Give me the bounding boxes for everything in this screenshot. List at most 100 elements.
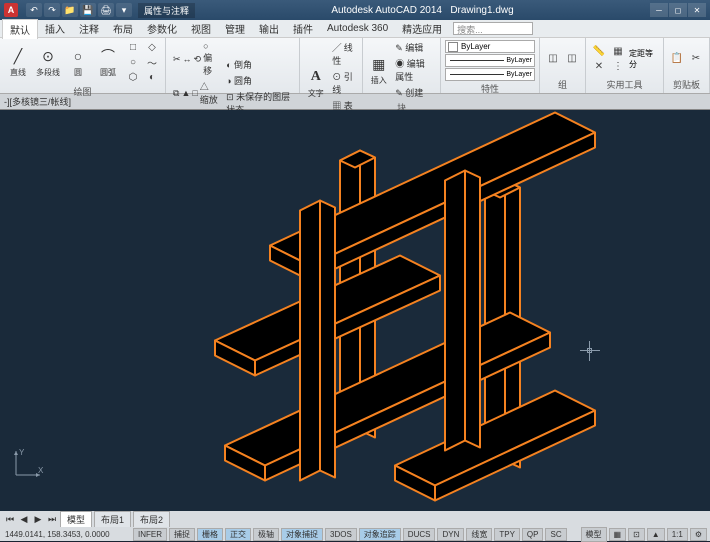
layout2-tab[interactable]: 布局2 xyxy=(133,511,170,528)
tab-plugins[interactable]: 插件 xyxy=(286,19,320,38)
minimize-button[interactable]: ─ xyxy=(650,3,668,17)
arc-button[interactable]: ⌒圆弧 xyxy=(94,43,122,81)
group-icon[interactable]: ◫ xyxy=(544,52,562,66)
fillet-button[interactable]: ◑ 圆角 xyxy=(223,73,295,88)
status-对象追踪[interactable]: 对象追踪 xyxy=(359,528,401,541)
status-对象捕捉[interactable]: 对象捕捉 xyxy=(281,528,323,541)
tab-nav-prev[interactable]: ◀ xyxy=(18,514,30,525)
poly-icon[interactable]: ◇ xyxy=(143,40,161,54)
qat-more[interactable]: ▾ xyxy=(116,3,132,17)
scale-button[interactable]: 1:1 xyxy=(667,528,688,541)
maximize-button[interactable]: ◻ xyxy=(669,3,687,17)
ribbon-tabs: 默认 插入 注释 布局 参数化 视图 管理 输出 插件 Autodesk 360… xyxy=(0,20,710,38)
crosshair-cursor xyxy=(580,341,600,361)
tab-annotate[interactable]: 注释 xyxy=(72,19,106,38)
svg-text:Y: Y xyxy=(19,448,25,457)
panel-utilities: 📏 ▦ ✕ ⋮ 定距等分 实用工具 xyxy=(586,38,664,93)
model-space-button[interactable]: 模型 xyxy=(581,527,607,542)
sel-icon[interactable]: ✕ xyxy=(590,59,608,73)
isometric-shelf-drawing xyxy=(0,110,710,511)
chamfer-button[interactable]: ◐ 倒角 xyxy=(223,57,295,72)
window-title: Autodesk AutoCAD 2014 Drawing1.dwg xyxy=(195,5,650,16)
close-button[interactable]: ✕ xyxy=(688,3,706,17)
status-bar: 1449.0141, 158.3453, 0.0000 INFER捕捉栅格正交极… xyxy=(0,527,710,541)
panel-modify: ✂↔⟲○ 偏移 ⧉▲□△ 缩放 ✕→↕◫ 阵列 ◐ 倒角 ◑ 圆角 ⊡ 未保存的… xyxy=(166,38,300,93)
hatch-icon[interactable]: ⬡ xyxy=(124,70,142,84)
insert-button[interactable]: ▦插入 xyxy=(367,51,390,89)
status-栅格[interactable]: 栅格 xyxy=(197,528,223,541)
panel-properties: ByLayer ByLayer ByLayer 特性 xyxy=(441,38,540,93)
edit-block-button[interactable]: ✎ 编辑 xyxy=(392,40,436,55)
tab-manage[interactable]: 管理 xyxy=(218,19,252,38)
create-block-button[interactable]: ✎ 创建 xyxy=(392,85,436,100)
tab-parametric[interactable]: 参数化 xyxy=(140,19,184,38)
panel-annotate: A文字 ╱ 线性 ⊙ 引线 ▦ 表格 注释 xyxy=(300,38,363,93)
layout1-tab[interactable]: 布局1 xyxy=(94,511,131,528)
tab-featured[interactable]: 精选应用 xyxy=(395,19,449,38)
ungroup-icon[interactable]: ◫ xyxy=(563,52,581,66)
status-线宽[interactable]: 线宽 xyxy=(466,528,492,541)
tab-layout[interactable]: 布局 xyxy=(106,19,140,38)
qat-save[interactable]: 💾 xyxy=(80,3,96,17)
calc-icon[interactable]: ▦ xyxy=(609,44,627,58)
line-button[interactable]: ╱直线 xyxy=(4,43,32,81)
modify-row2[interactable]: ⧉▲□△ 缩放 xyxy=(170,79,221,107)
panel-draw: ╱直线 ⊙多段线 ○圆 ⌒圆弧 □ ◇ ○ ～ ⬡ ◐ 绘图 xyxy=(0,38,166,93)
color-select[interactable]: ByLayer xyxy=(445,40,535,53)
status-ducs[interactable]: DUCS xyxy=(403,528,436,541)
status-qp[interactable]: QP xyxy=(522,528,544,541)
status-sc[interactable]: SC xyxy=(545,528,566,541)
app-logo[interactable]: A xyxy=(4,3,18,17)
search-input[interactable]: 搜索... xyxy=(453,22,533,35)
edit-attr-button[interactable]: ◉ 编辑属性 xyxy=(392,56,436,84)
panel-properties-title: 特性 xyxy=(445,81,535,95)
linetype-select[interactable]: ByLayer xyxy=(445,68,535,81)
donut-icon[interactable]: ◐ xyxy=(143,70,161,84)
tab-insert[interactable]: 插入 xyxy=(38,19,72,38)
tab-default[interactable]: 默认 xyxy=(2,19,38,39)
lineweight-select[interactable]: ByLayer xyxy=(445,54,535,67)
spline-icon[interactable]: ～ xyxy=(143,55,161,69)
leader-button[interactable]: ⊙ 引线 xyxy=(329,69,358,97)
polyline-button[interactable]: ⊙多段线 xyxy=(34,43,62,81)
text-button[interactable]: A文字 xyxy=(304,64,327,102)
settings-button[interactable]: ⚙ xyxy=(690,528,707,541)
modify-row1[interactable]: ✂↔⟲○ 偏移 xyxy=(170,40,221,78)
coordinates-readout: 1449.0141, 158.3453, 0.0000 xyxy=(2,530,132,539)
status-捕捉[interactable]: 捕捉 xyxy=(169,528,195,541)
tab-nav-next[interactable]: ▶ xyxy=(32,514,44,525)
linear-dim-button[interactable]: ╱ 线性 xyxy=(329,40,358,68)
status-3dos[interactable]: 3DOS xyxy=(325,528,357,541)
circle-button[interactable]: ○圆 xyxy=(64,43,92,81)
ucs-icon: YX xyxy=(12,447,44,479)
cut-icon[interactable]: ✂ xyxy=(687,52,705,66)
tab-output[interactable]: 输出 xyxy=(252,19,286,38)
qat-print[interactable]: 🖨 xyxy=(98,3,114,17)
qat-undo[interactable]: ↶ xyxy=(26,3,42,17)
status-infer[interactable]: INFER xyxy=(133,528,167,541)
tab-view[interactable]: 视图 xyxy=(184,19,218,38)
layout-tabs: ⏮ ◀ ▶ ⏭ 模型 布局1 布局2 xyxy=(0,511,710,527)
status-极轴[interactable]: 极轴 xyxy=(253,528,279,541)
measure-icon[interactable]: 📏 xyxy=(590,44,608,58)
status-正交[interactable]: 正交 xyxy=(225,528,251,541)
tab-nav-last[interactable]: ⏭ xyxy=(46,514,58,525)
extra-tab[interactable]: 属性与注释 xyxy=(138,3,195,18)
paste-icon[interactable]: 📋 xyxy=(668,52,686,66)
status-tpy[interactable]: TPY xyxy=(494,528,520,541)
tab-a360[interactable]: Autodesk 360 xyxy=(320,21,395,36)
divide-icon[interactable]: ⋮ xyxy=(609,59,627,73)
grid-display-button[interactable]: ▦ xyxy=(609,528,627,541)
qat-open[interactable]: 📁 xyxy=(62,3,78,17)
annoscale-button[interactable]: ▲ xyxy=(647,528,665,541)
viewport-lock-button[interactable]: ⊡ xyxy=(628,528,645,541)
status-dyn[interactable]: DYN xyxy=(437,528,464,541)
model-tab[interactable]: 模型 xyxy=(60,511,92,528)
panel-block: ▦插入 ✎ 编辑 ◉ 编辑属性 ✎ 创建 块 xyxy=(363,38,441,93)
titlebar: A ↶ ↷ 📁 💾 🖨 ▾ 属性与注释 Autodesk AutoCAD 201… xyxy=(0,0,710,20)
rect-icon[interactable]: □ xyxy=(124,40,142,54)
ellipse-icon[interactable]: ○ xyxy=(124,55,142,69)
qat-redo[interactable]: ↷ xyxy=(44,3,60,17)
tab-nav-first[interactable]: ⏮ xyxy=(4,514,16,525)
drawing-canvas[interactable]: YX xyxy=(0,110,710,511)
